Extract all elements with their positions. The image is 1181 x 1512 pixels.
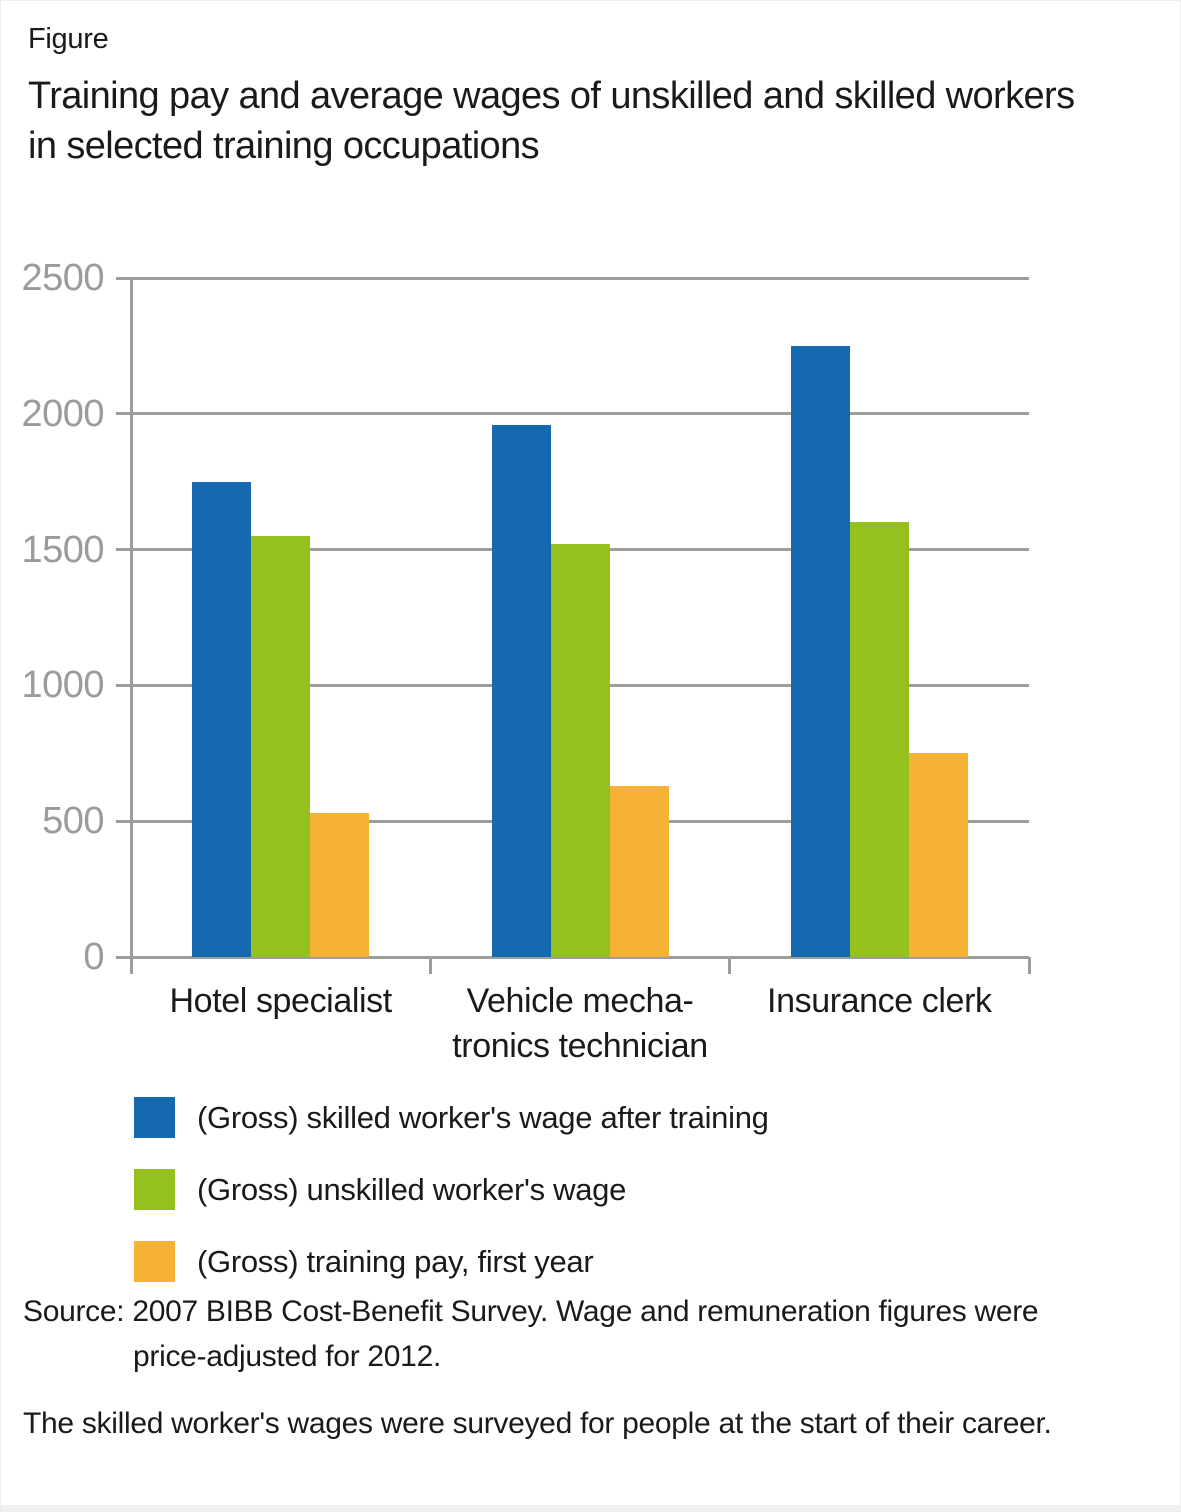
bar-skilled-wage [790, 345, 850, 957]
page-bottom-edge [1, 1505, 1180, 1511]
x-axis-tick [129, 957, 133, 974]
legend-label: (Gross) unskilled worker's wage [197, 1171, 627, 1207]
bar-training-pay [609, 785, 669, 957]
figure-label: Figure [28, 23, 109, 55]
y-tick-label: 1500 [21, 528, 104, 571]
y-axis-tick [116, 276, 131, 280]
legend-row: (Gross) skilled worker's wage after trai… [134, 1097, 769, 1138]
category-label: Insurance clerk [767, 982, 992, 1020]
category-label: Vehicle mecha- tronics technician [452, 982, 708, 1065]
bar-skilled-wage [491, 424, 551, 957]
y-gridline [131, 412, 1029, 416]
category-label: Hotel specialist [169, 982, 393, 1020]
y-axis-tick [116, 683, 131, 687]
source-block: Source: 2007 BIBB Cost-Benefit Survey. W… [23, 1289, 1168, 1446]
legend-swatch [134, 1241, 175, 1282]
y-gridline [131, 955, 1029, 959]
legend-label: (Gross) skilled worker's wage after trai… [197, 1099, 769, 1135]
legend-swatch [134, 1169, 175, 1210]
y-axis-tick [116, 548, 131, 552]
y-tick-label: 2000 [21, 392, 104, 435]
source-line-2: price-adjusted for 2012. [133, 1340, 441, 1373]
legend-row: (Gross) training pay, first year [134, 1241, 769, 1282]
y-axis-tick [116, 412, 131, 416]
y-axis-tick [116, 955, 131, 959]
y-tick-label: 1000 [21, 664, 104, 707]
y-gridline [131, 276, 1029, 280]
bar-chart: 0 500 1000 1500 2000 2500 Hotel specialist Vehi… [1, 1, 1180, 1081]
bar-training-pay [908, 753, 968, 957]
source-line-1: Source: 2007 BIBB Cost-Benefit Survey. W… [23, 1295, 1039, 1328]
y-axis-line [129, 278, 133, 974]
bar-unskilled-wage [550, 544, 610, 957]
legend-row: (Gross) unskilled worker's wage [134, 1169, 769, 1210]
legend-label: (Gross) training pay, first year [197, 1243, 594, 1279]
y-tick-label: 2500 [21, 257, 104, 299]
footnote: The skilled worker's wages were surveyed… [23, 1407, 1052, 1440]
bar-unskilled-wage [251, 536, 311, 957]
x-axis-tick [1027, 957, 1031, 974]
bar-unskilled-wage [849, 522, 909, 957]
legend-swatch [134, 1097, 175, 1138]
y-tick-label: 500 [42, 800, 104, 843]
chart-title: Training pay and average wages of unskil… [28, 75, 1075, 167]
chart-legend: (Gross) skilled worker's wage after trai… [134, 1097, 769, 1313]
y-axis-tick [116, 819, 131, 823]
bar-training-pay [310, 813, 370, 957]
bar-skilled-wage [192, 481, 252, 957]
y-tick-label: 0 [83, 936, 104, 978]
x-axis-tick [428, 957, 432, 974]
x-axis-tick [728, 957, 732, 974]
